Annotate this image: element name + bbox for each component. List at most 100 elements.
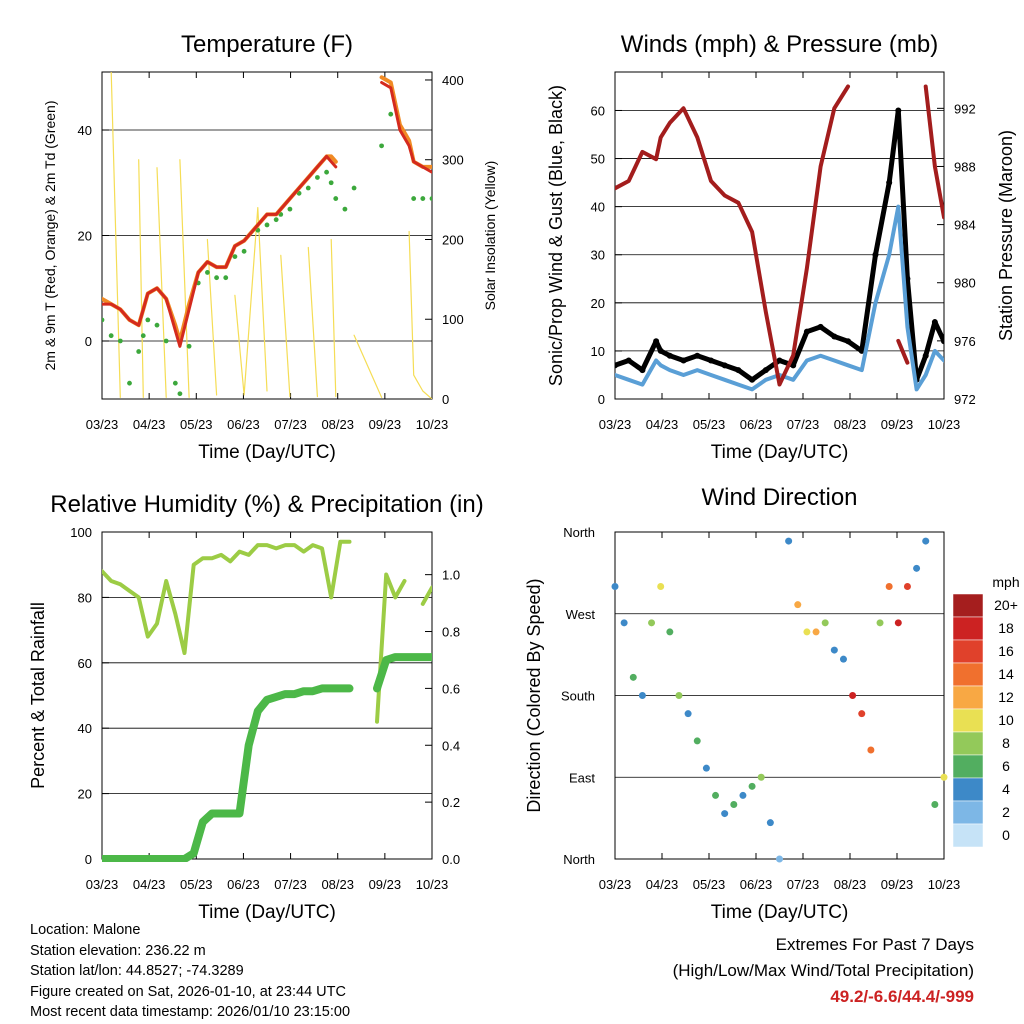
y-tick-label: 60 — [591, 103, 605, 118]
colorbar-swatch — [952, 708, 984, 733]
y-tick-label: South — [561, 689, 595, 704]
y2-tick-label: 300 — [442, 153, 464, 168]
direction-point — [876, 619, 884, 627]
x-tick-label: 03/23 — [86, 417, 119, 432]
y2-tick-label: 992 — [954, 101, 976, 116]
chart-title: Wind Direction — [701, 484, 857, 511]
colorbar-label: 6 — [1002, 758, 1010, 774]
direction-point — [839, 655, 847, 663]
y-axis-label: Sonic/Prop Wind & Gust (Blue, Black) — [546, 85, 566, 386]
dewpoint-point — [127, 380, 132, 386]
dewpoint-point — [108, 333, 114, 339]
colorbar-swatch — [952, 754, 984, 779]
y-tick-label: 40 — [78, 721, 92, 736]
dewpoint-point — [379, 143, 384, 149]
dewpoint-point — [273, 217, 279, 223]
extremes-subtitle: (High/Low/Max Wind/Total Precipitation) — [672, 961, 974, 980]
dewpoint-point — [177, 391, 183, 397]
solar-line — [234, 207, 268, 396]
dewpoint-point — [136, 349, 142, 354]
colorbar-swatch — [952, 777, 984, 802]
y2-tick-label: 984 — [954, 218, 976, 233]
x-tick-label: 10/23 — [416, 877, 449, 892]
x-axis-label: Time (Day/UTC) — [711, 902, 849, 923]
colorbar-label: 18 — [998, 620, 1014, 636]
direction-point — [739, 791, 747, 799]
y2-tick-label: 0.4 — [442, 738, 460, 753]
y2-tick-label: 0.8 — [442, 625, 460, 640]
dewpoint-point — [232, 254, 238, 259]
dewpoint-point — [145, 317, 151, 323]
precip-line — [373, 653, 432, 693]
chart-title: Winds (mph) & Pressure (mb) — [621, 31, 938, 58]
y-tick-label: West — [566, 607, 596, 622]
solar-line — [353, 334, 383, 398]
direction-point — [776, 855, 783, 863]
x-axis-label: Time (Day/UTC) — [711, 442, 849, 463]
extremes-title: Extremes For Past 7 Days — [775, 935, 974, 954]
x-tick-label: 03/23 — [599, 417, 632, 432]
y-tick-label: 30 — [591, 248, 605, 263]
x-tick-label: 09/23 — [369, 417, 402, 432]
dewpoint-point — [205, 270, 210, 275]
direction-point — [712, 791, 720, 799]
rh-line — [420, 585, 432, 606]
x-tick-label: 04/23 — [646, 877, 679, 892]
direction-point — [666, 628, 674, 636]
colorbar-label: 4 — [1002, 781, 1010, 797]
y2-tick-label: 200 — [442, 232, 464, 247]
dewpoint-point — [287, 206, 293, 212]
colorbar-swatch — [952, 731, 984, 756]
dewpoint-point — [305, 185, 311, 191]
colorbar-swatch — [952, 662, 984, 687]
temp2m-line — [102, 154, 338, 348]
temp9m-line — [379, 75, 432, 169]
x-tick-label: 08/23 — [834, 417, 867, 432]
colorbar-unit: mph — [992, 574, 1019, 590]
dewpoint-point — [333, 196, 339, 201]
x-tick-label: 03/23 — [86, 877, 119, 892]
solar-line — [110, 72, 121, 398]
x-tick-label: 04/23 — [133, 877, 166, 892]
x-tick-label: 05/23 — [180, 877, 213, 892]
colorbar-swatch — [952, 639, 984, 664]
x-tick-label: 07/23 — [787, 877, 820, 892]
direction-point — [794, 601, 802, 609]
direction-point — [849, 692, 857, 699]
colorbar-label: 20+ — [994, 597, 1018, 613]
direction-point — [867, 746, 875, 754]
x-tick-label: 05/23 — [693, 417, 726, 432]
y-axis-label: Direction (Colored By Speed) — [524, 578, 544, 812]
y2-tick-label: 100 — [442, 312, 464, 327]
direction-point — [903, 583, 911, 590]
x-tick-label: 10/23 — [928, 877, 961, 892]
dewpoint-point — [328, 180, 334, 186]
chart-title: Relative Humidity (%) & Precipitation (i… — [50, 491, 483, 518]
plot-area — [102, 539, 432, 862]
y-tick-label: 40 — [78, 123, 92, 138]
direction-point — [821, 619, 829, 627]
x-tick-label: 10/23 — [416, 417, 449, 432]
y-tick-label: East — [569, 770, 595, 785]
colorbar-label: 10 — [998, 712, 1014, 728]
dewpoint-point — [420, 196, 426, 201]
panel-4: Wind Direction Time (Day/UTC) 03/23 04/23 05… — [524, 484, 1020, 923]
dewpoint-point — [411, 196, 417, 201]
solar-line — [330, 238, 337, 398]
x-tick-label: 07/23 — [274, 877, 307, 892]
colorbar-swatch — [952, 800, 984, 825]
x-tick-label: 06/23 — [227, 877, 260, 892]
direction-point — [885, 583, 893, 590]
solar-line — [179, 159, 190, 398]
x-tick-label: 07/23 — [787, 417, 820, 432]
y2-tick-label: 976 — [954, 334, 976, 349]
y2-tick-label: 0.6 — [442, 681, 460, 696]
x-tick-label: 09/23 — [369, 877, 402, 892]
latlon-text: Station lat/lon: 44.8527; -74.3289 — [30, 963, 244, 979]
y2-tick-label: 0.2 — [442, 795, 460, 810]
y-tick-label: 20 — [78, 229, 92, 244]
x-tick-label: 09/23 — [881, 877, 914, 892]
direction-point — [931, 801, 939, 808]
direction-point — [684, 710, 692, 718]
solar-line — [408, 230, 432, 399]
